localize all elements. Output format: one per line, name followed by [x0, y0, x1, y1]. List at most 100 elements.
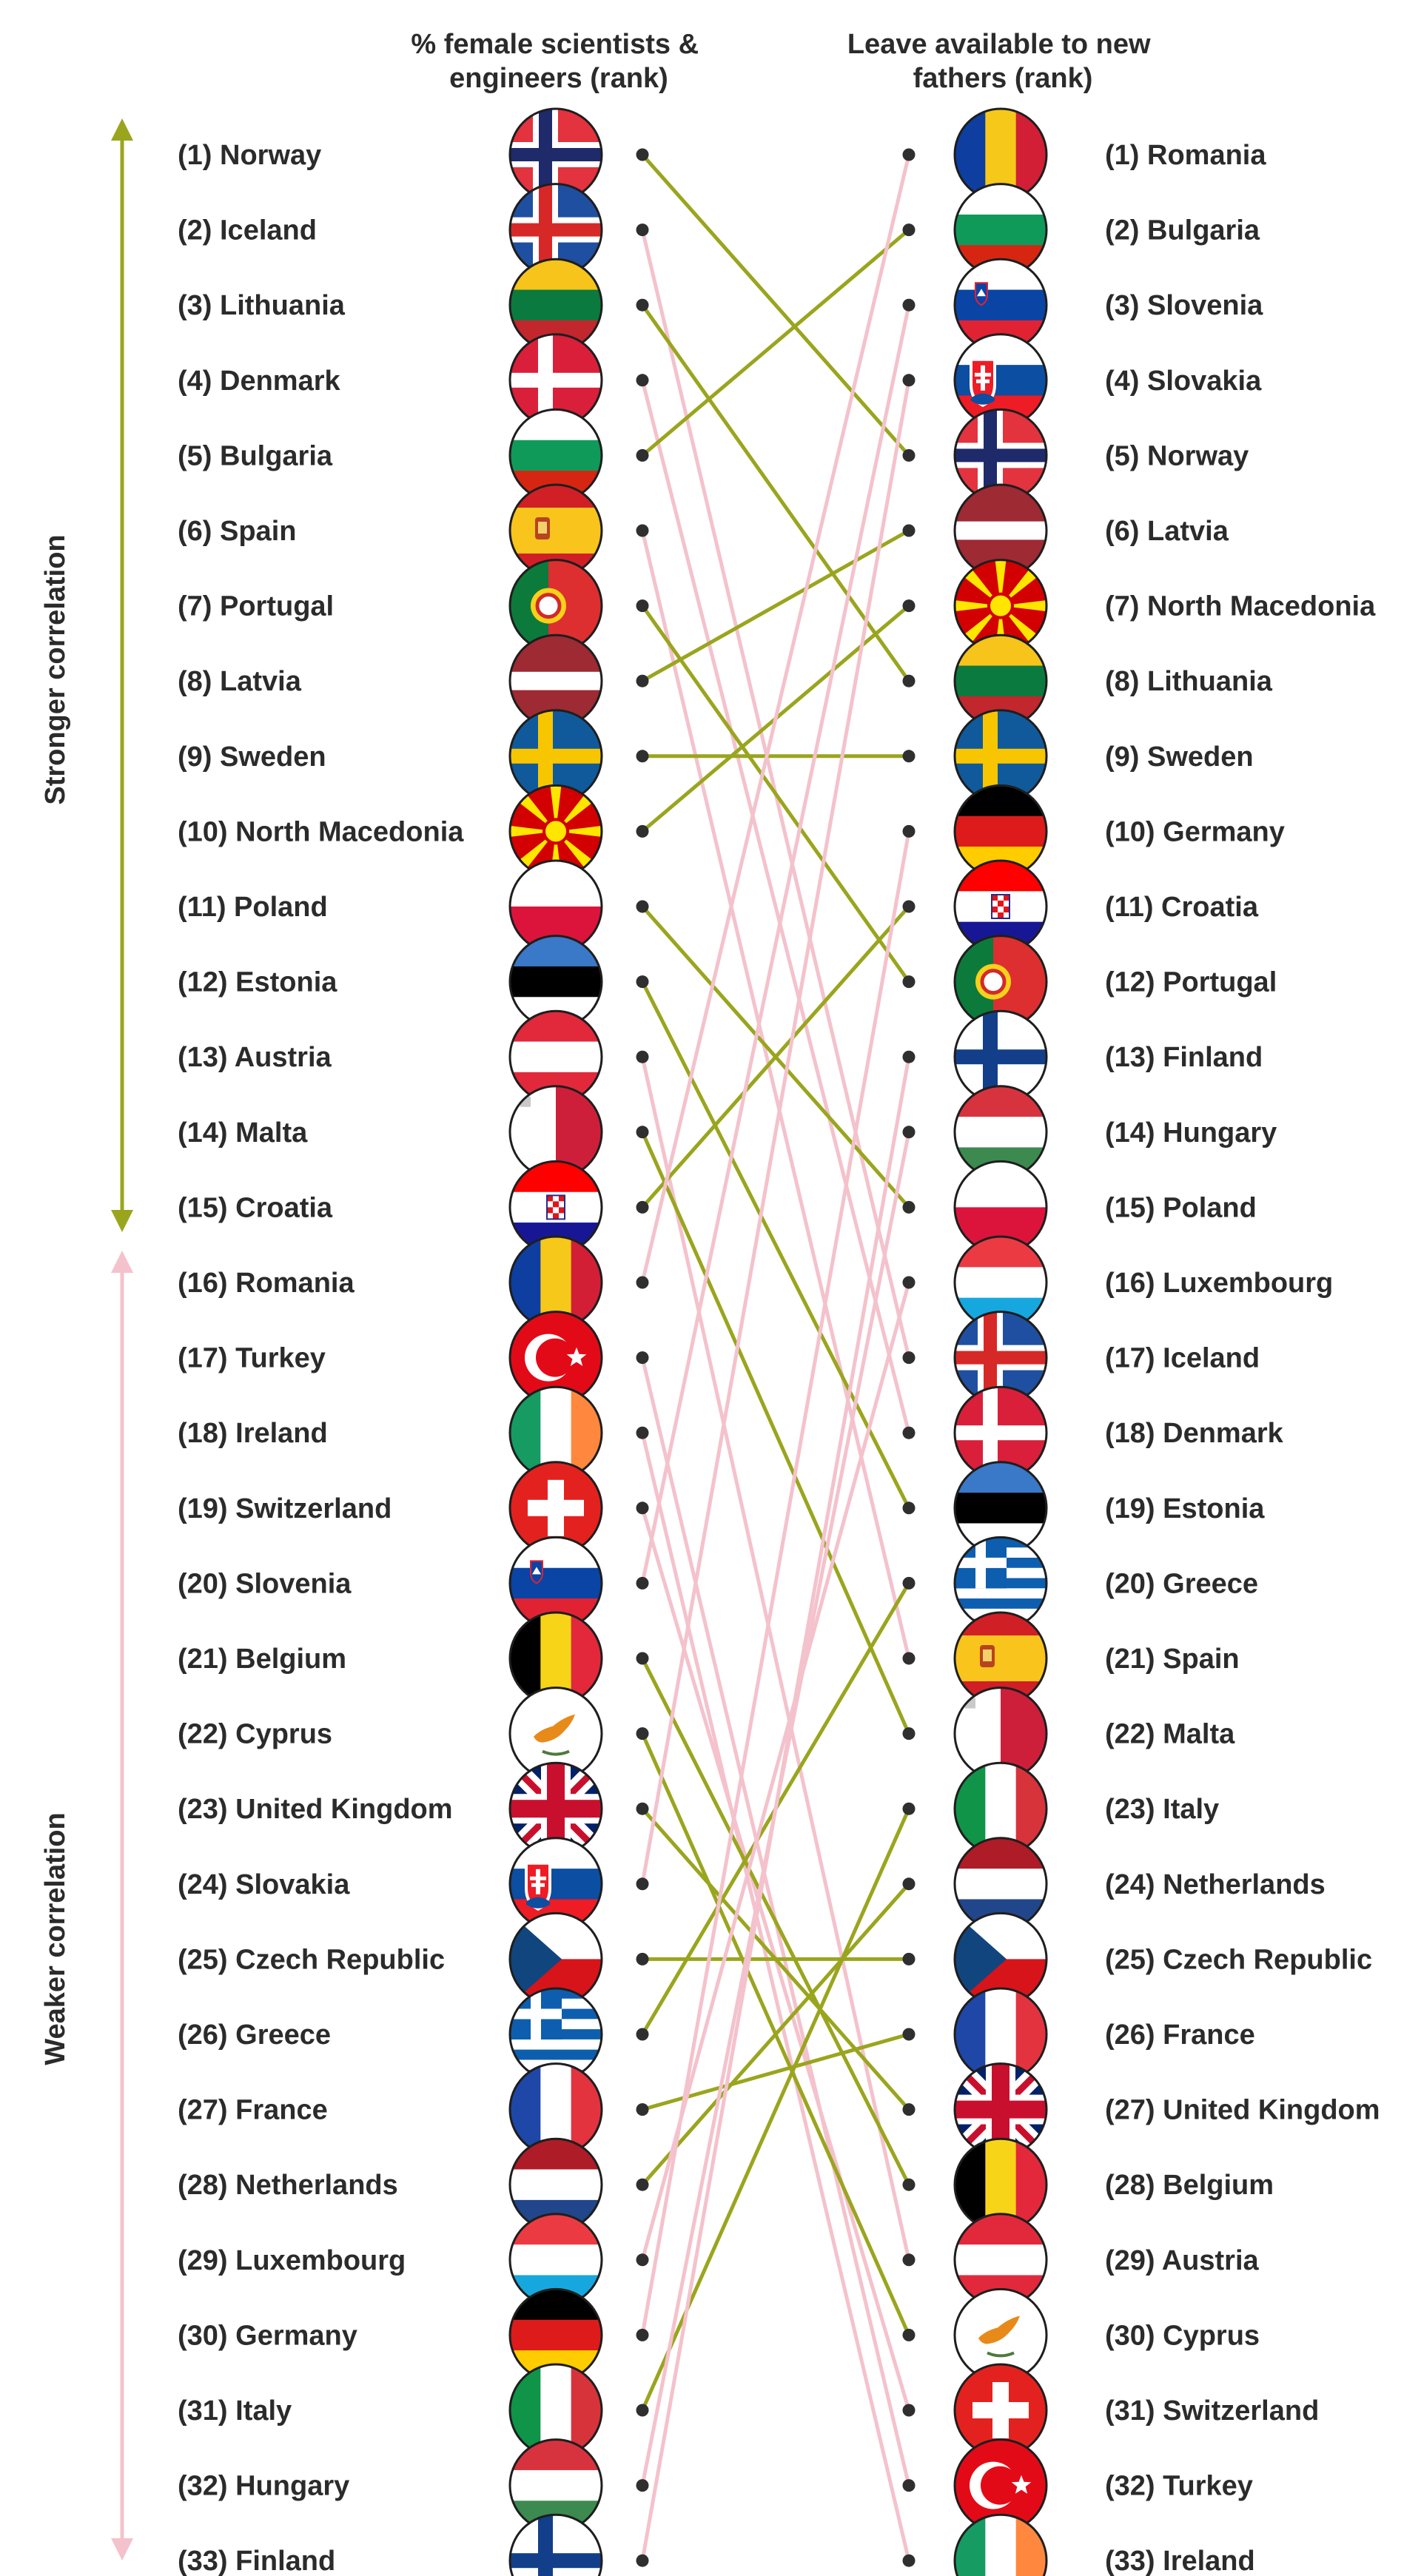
right-flag-column — [953, 107, 1048, 2576]
left-country-label: (13) Austria — [178, 1042, 332, 1073]
left-dot — [636, 448, 649, 462]
left-flag-column — [508, 107, 603, 2576]
left-dot — [636, 2554, 649, 2567]
right-dot — [902, 674, 916, 687]
left-country-label: (2) Iceland — [178, 215, 317, 246]
right-dot — [902, 148, 916, 161]
left-dot — [636, 1727, 649, 1741]
left-dot — [636, 1126, 649, 1139]
right-dot — [902, 223, 916, 237]
right-dot — [902, 975, 916, 989]
right-country-label: (28) Belgium — [1105, 2170, 1274, 2201]
left-dot — [636, 599, 649, 613]
right-country-label: (9) Sweden — [1105, 741, 1254, 773]
right-dot — [902, 374, 916, 387]
flag-slovakia-icon — [953, 333, 1048, 428]
right-country-label: (14) Hungary — [1105, 1117, 1277, 1149]
connector-romania — [640, 154, 911, 1283]
right-country-label: (1) Romania — [1105, 140, 1266, 171]
left-country-label: (33) Finland — [178, 2546, 335, 2576]
right-dot — [902, 1952, 916, 1965]
right-country-label: (19) Estonia — [1105, 1493, 1265, 1524]
left-dot — [636, 2328, 649, 2341]
right-country-label: (3) Slovenia — [1105, 290, 1263, 321]
right-dot — [902, 599, 916, 613]
right-country-label: (6) Latvia — [1105, 516, 1229, 547]
left-dot — [636, 1652, 649, 1665]
right-dot — [902, 1727, 916, 1741]
left-dot — [636, 1200, 649, 1214]
left-country-label: (16) Romania — [178, 1268, 355, 1299]
left-country-label: (26) Greece — [178, 2020, 331, 2051]
right-dot — [902, 1276, 916, 1289]
left-country-label: (10) North Macedonia — [178, 816, 464, 847]
flag-italy-icon — [953, 1761, 1048, 1856]
right-country-label: (20) Greece — [1105, 1568, 1258, 1599]
connector-luxembourg — [640, 1282, 911, 2261]
right-country-label: (27) United Kingdom — [1105, 2095, 1380, 2126]
right-country-label: (24) Netherlands — [1105, 1869, 1326, 1900]
right-country-label: (2) Bulgaria — [1105, 215, 1260, 246]
left-country-label: (6) Spain — [178, 516, 296, 547]
right-country-label: (12) Portugal — [1105, 967, 1277, 998]
right-dot — [902, 2554, 916, 2567]
left-country-label: (19) Switzerland — [178, 1493, 392, 1524]
connector-norway — [641, 153, 910, 457]
right-dot — [902, 2028, 916, 2041]
flag-ireland-icon — [508, 1385, 603, 1480]
connector-lithuania — [640, 303, 911, 682]
connector-portugal — [640, 605, 911, 983]
connector-latvia — [641, 528, 910, 683]
flag-turkey-icon — [953, 2438, 1048, 2533]
connector-germany — [640, 830, 911, 2335]
left-dot — [636, 2479, 649, 2492]
right-country-label: (18) Denmark — [1105, 1418, 1284, 1449]
right-dot — [902, 900, 916, 913]
right-country-label: (30) Cyprus — [1105, 2320, 1260, 2351]
right-dot — [902, 1200, 916, 1214]
left-country-label: (3) Lithuania — [178, 290, 346, 321]
right-country-label: (7) North Macedonia — [1105, 591, 1376, 622]
left-country-label: (15) Croatia — [178, 1192, 333, 1223]
right-dot — [902, 1426, 916, 1439]
left-dot — [636, 900, 649, 913]
connector-slovenia — [640, 304, 911, 1584]
connector-croatia — [641, 905, 910, 1209]
connector-slovakia — [640, 380, 911, 1885]
left-dot — [636, 1426, 649, 1439]
right-dot — [902, 2404, 916, 2417]
right-country-label: (32) Turkey — [1105, 2471, 1253, 2502]
connector-denmark — [640, 380, 911, 1433]
left-country-label: (7) Portugal — [178, 591, 334, 622]
left-dot — [636, 1576, 649, 1590]
left-country-label: (17) Turkey — [178, 1343, 326, 1374]
left-country-label: (32) Hungary — [178, 2471, 349, 2502]
flag-iceland-icon — [953, 1311, 1048, 1405]
right-country-label: (11) Croatia — [1105, 892, 1259, 923]
right-dot — [902, 1877, 916, 1891]
connector-malta — [640, 1131, 911, 1735]
right-country-label: (17) Iceland — [1105, 1343, 1260, 1374]
connector-estonia — [640, 981, 911, 1509]
left-column-title: % female scientists & engineers (rank) — [411, 29, 706, 94]
right-dot — [902, 2328, 916, 2341]
right-label-column: (1) Romania (2) Bulgaria (3) Slovenia (4) S… — [1105, 140, 1380, 2576]
left-dot — [636, 2178, 649, 2191]
left-country-label: (22) Cyprus — [178, 1719, 332, 1750]
left-country-label: (14) Malta — [178, 1117, 308, 1149]
left-dot — [636, 674, 649, 687]
right-dot — [902, 1802, 916, 1815]
flag-switzerland-icon — [508, 1461, 603, 1556]
left-country-label: (28) Netherlands — [178, 2170, 398, 2201]
right-country-label: (23) Italy — [1105, 1794, 1219, 1825]
left-dot — [636, 1501, 649, 1515]
connector-dots — [636, 148, 916, 2567]
right-dot — [902, 1652, 916, 1665]
left-country-label: (4) Denmark — [178, 366, 340, 397]
left-dot — [636, 1802, 649, 1815]
flag-iceland-icon — [508, 183, 603, 278]
right-dot — [902, 2479, 916, 2492]
left-dot — [636, 1351, 649, 1365]
weaker-correlation-label: Weaker correlation — [40, 1812, 71, 2065]
